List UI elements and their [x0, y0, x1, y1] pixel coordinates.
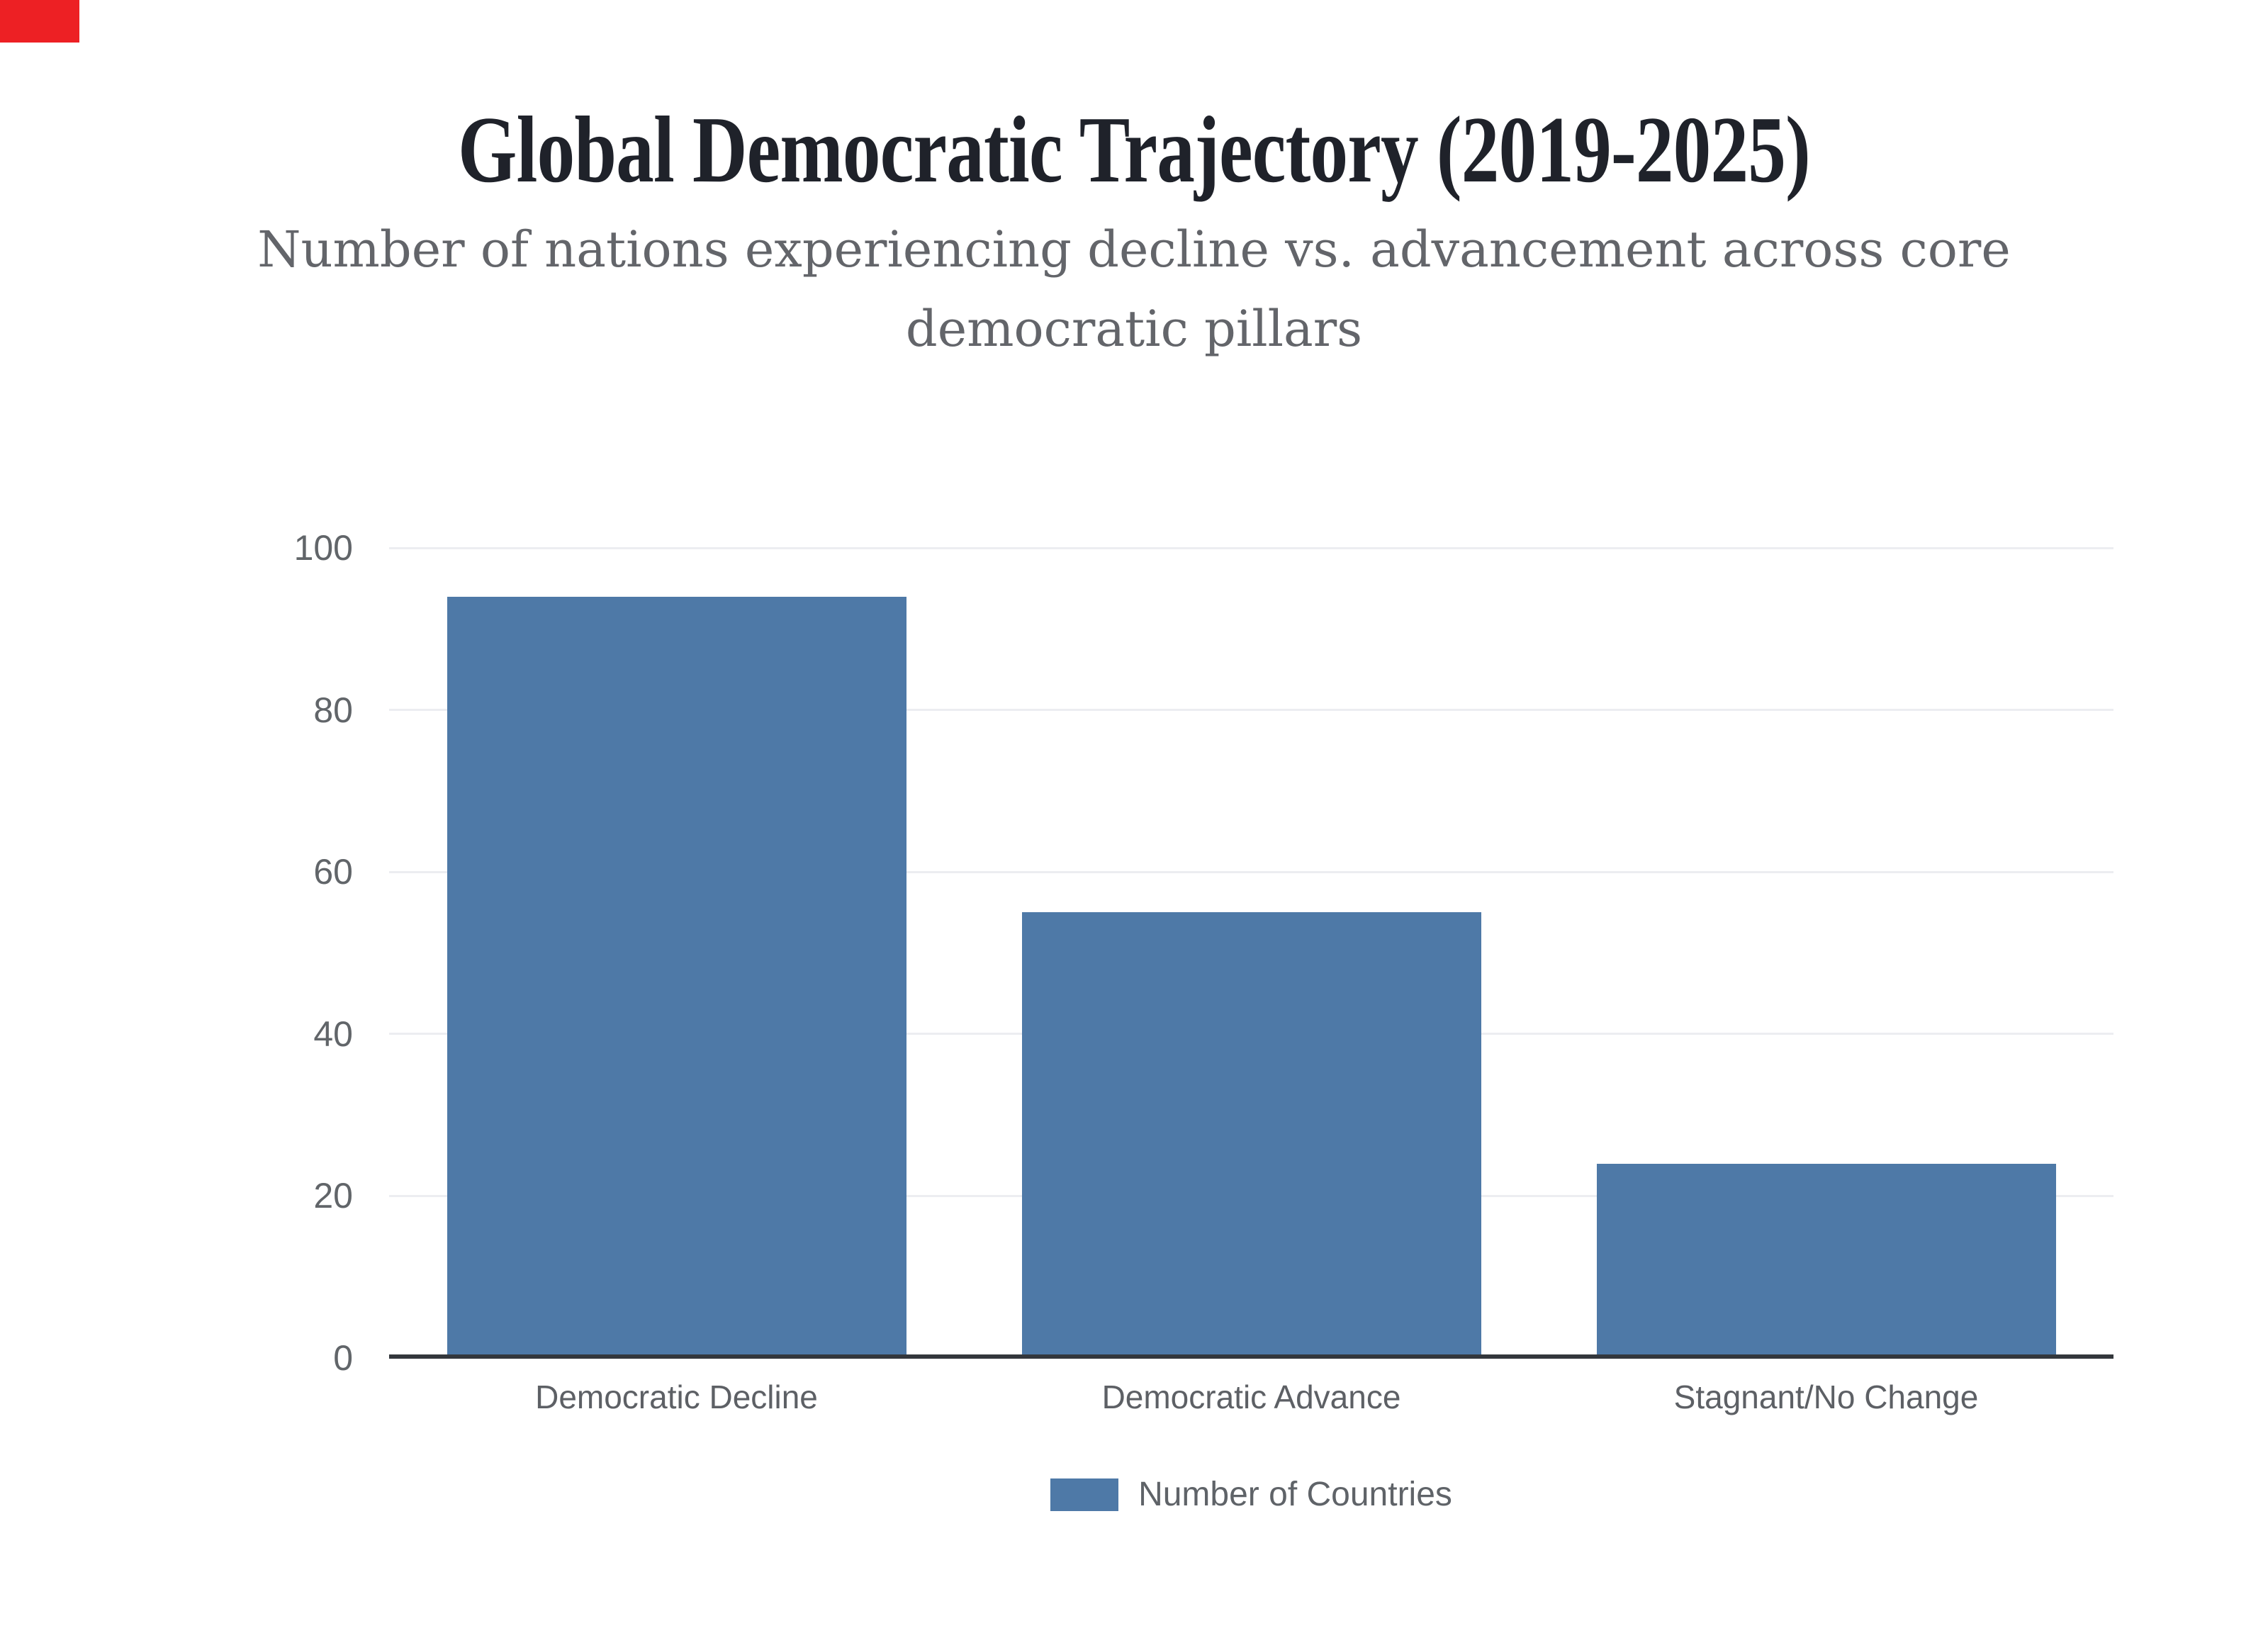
x-axis-line: [389, 1354, 2113, 1359]
corner-marker: [0, 0, 79, 43]
gridline-y-100: [389, 546, 2113, 549]
gridline-y-60: [389, 870, 2113, 873]
y-axis-tick-40: 40: [313, 1014, 353, 1054]
y-axis-tick-80: 80: [313, 690, 353, 730]
legend[interactable]: Number of Countries: [389, 1477, 2113, 1513]
y-axis-tick-60: 60: [313, 852, 353, 892]
chart-subtitle: Number of nations experiencing decline v…: [0, 210, 2268, 369]
chart-subtitle-line2: democratic pillars: [905, 300, 1363, 358]
y-axis-tick-20: 20: [313, 1176, 353, 1216]
legend-label: Number of Countries: [1138, 1476, 1452, 1513]
x-axis-label-3: Stagnant/No Change: [1673, 1379, 1979, 1415]
y-axis-tick-0: 0: [333, 1338, 353, 1378]
gridline-y-80: [389, 709, 2113, 712]
bar-democratic-advance[interactable]: [1021, 912, 1481, 1354]
bar-stagnant-no-change[interactable]: [1596, 1163, 2056, 1354]
x-axis-label-1: Democratic Decline: [535, 1379, 818, 1415]
chart-title: Global Democratic Trajectory (2019-2025): [458, 97, 1811, 202]
bar-democratic-decline[interactable]: [447, 596, 906, 1354]
y-axis-tick-100: 100: [293, 528, 353, 568]
x-axis-label-2: Democratic Advance: [1101, 1379, 1401, 1415]
legend-swatch-icon: [1050, 1478, 1119, 1511]
chart-subtitle-line1: Number of nations experiencing decline v…: [257, 220, 2011, 279]
